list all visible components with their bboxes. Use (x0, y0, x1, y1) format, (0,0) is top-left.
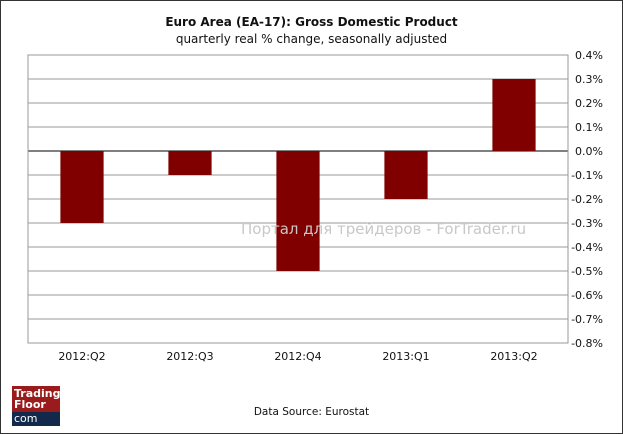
y-tick-label: -0.6% (571, 289, 603, 302)
logo-text: com (12, 412, 60, 426)
bar (168, 151, 212, 175)
y-tick-label: -0.1% (571, 169, 603, 182)
y-tick-label: 0.1% (575, 121, 603, 134)
tradingfloor-logo: Trading Floor com (12, 386, 61, 426)
y-tick-label: -0.8% (571, 337, 603, 350)
x-tick-label: 2012:Q4 (274, 350, 321, 363)
y-tick-label: 0.4% (575, 49, 603, 62)
plot-area (27, 54, 569, 344)
chart-subtitle: quarterly real % change, seasonally adju… (175, 32, 448, 46)
y-tick-label: -0.3% (571, 217, 603, 230)
y-tick-label: -0.2% (571, 193, 603, 206)
logo-text: Trading (14, 387, 61, 400)
x-tick-label: 2012:Q2 (58, 350, 105, 363)
y-tick-label: 0.0% (575, 145, 603, 158)
y-tick-label: -0.5% (571, 265, 603, 278)
bar (492, 79, 536, 151)
y-tick-label: -0.4% (571, 241, 603, 254)
chart-title: Euro Area (EA-17): Gross Domestic Produc… (165, 15, 458, 29)
y-tick-label: 0.3% (575, 73, 603, 86)
bar (60, 151, 104, 223)
y-tick-label: -0.7% (571, 313, 603, 326)
x-tick-label: 2013:Q1 (382, 350, 429, 363)
logo-text: Floor (14, 398, 46, 411)
x-tick-label: 2012:Q3 (166, 350, 213, 363)
data-source: Data Source: Eurostat (253, 406, 370, 418)
x-tick-label: 2013:Q2 (490, 350, 537, 363)
bar (276, 151, 320, 271)
bar (384, 151, 428, 199)
y-tick-label: 0.2% (575, 97, 603, 110)
watermark: Портал для трейдеров - ForTrader.ru (241, 220, 527, 238)
